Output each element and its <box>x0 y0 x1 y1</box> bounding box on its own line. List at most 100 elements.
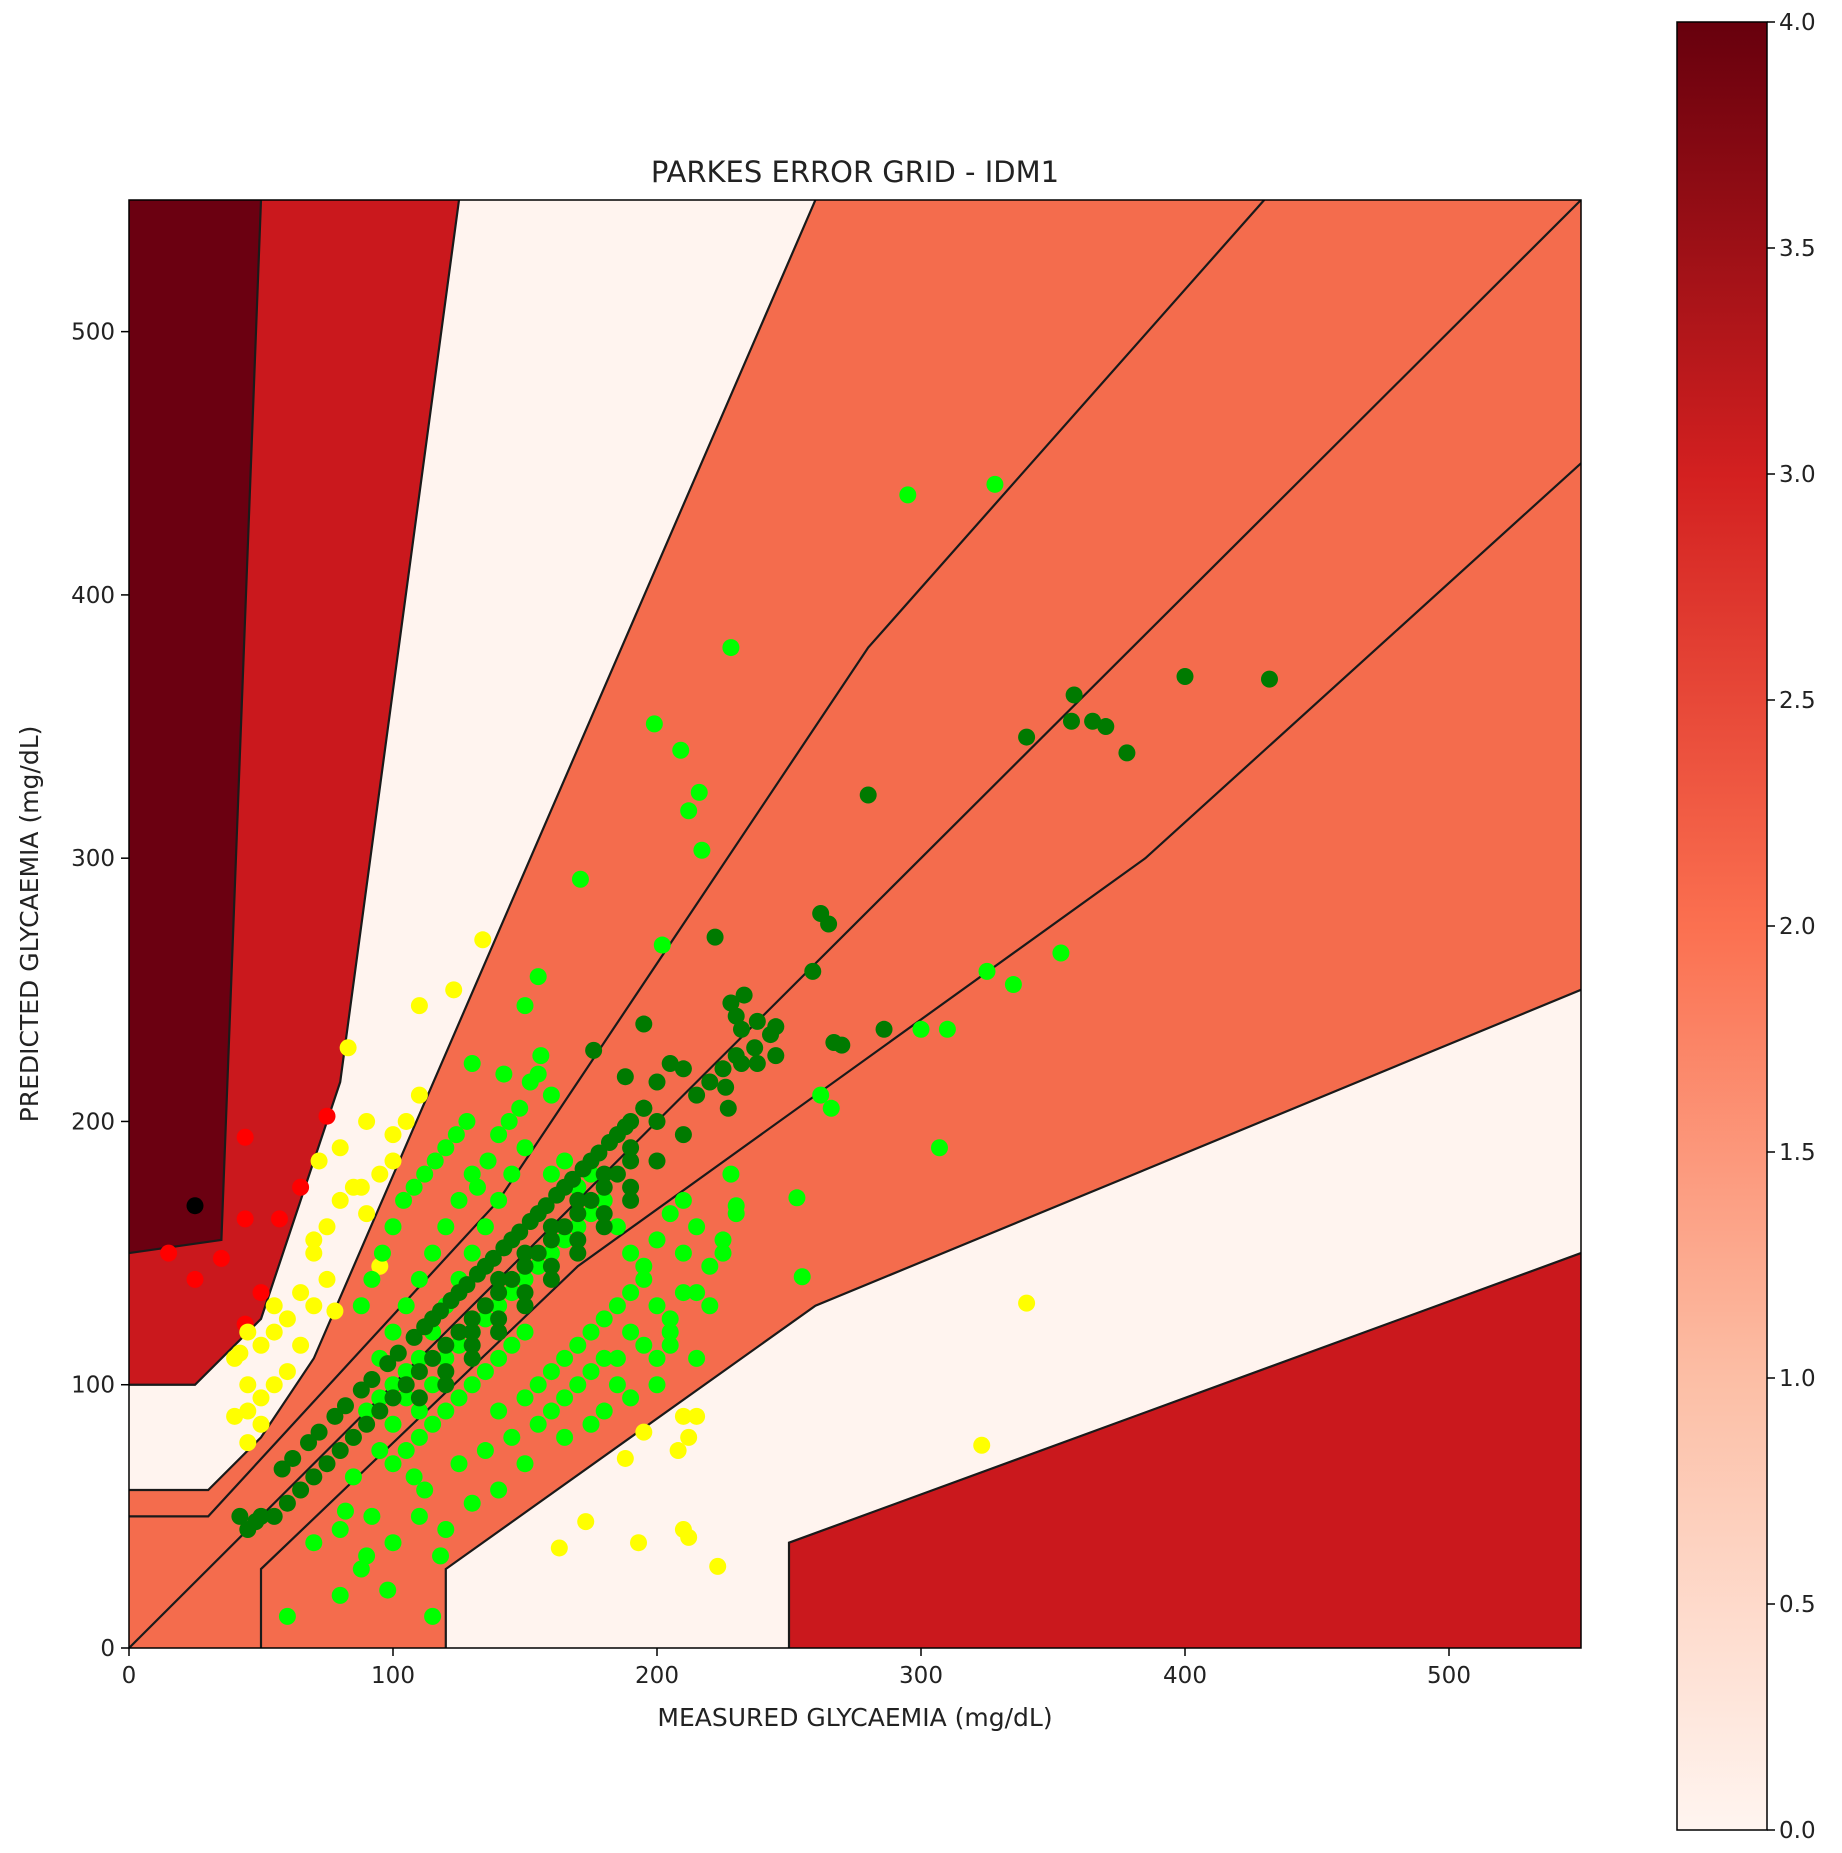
point-series4-124 <box>569 1191 587 1209</box>
point-series2-35 <box>352 1178 370 1196</box>
point-series3-123 <box>661 1336 679 1354</box>
point-series4-108 <box>622 1178 640 1196</box>
point-series2-6 <box>305 1297 323 1315</box>
point-series3-157 <box>416 1481 434 1499</box>
point-series4-14 <box>727 1007 745 1025</box>
point-series3-46 <box>397 1389 415 1407</box>
point-series4-44 <box>424 1349 442 1367</box>
point-series3-137 <box>479 1152 497 1170</box>
point-series3-78 <box>569 1218 587 1236</box>
point-series3-155 <box>305 1534 323 1552</box>
point-series3-153 <box>336 1502 354 1520</box>
point-series4-46 <box>450 1323 468 1341</box>
zone-boundary-line-5 <box>129 200 461 1386</box>
data-points <box>160 475 1278 1625</box>
point-series2-13 <box>252 1389 270 1407</box>
point-series4-11 <box>706 928 724 946</box>
point-series3-29 <box>701 1297 719 1315</box>
point-series4-80 <box>363 1370 381 1388</box>
point-series4-6 <box>1062 712 1080 730</box>
point-series3-6 <box>680 802 698 820</box>
point-series4-43 <box>410 1363 428 1381</box>
point-series3-65 <box>397 1363 415 1381</box>
point-series4-61 <box>358 1415 376 1433</box>
point-series4-53 <box>542 1231 560 1249</box>
point-series2-42 <box>674 1407 692 1425</box>
point-series3-13 <box>495 1065 513 1083</box>
point-series3-21 <box>930 1139 948 1157</box>
point-series3-168 <box>701 1257 719 1275</box>
point-series2-34 <box>474 931 492 949</box>
point-series3-33 <box>595 1402 613 1420</box>
point-series3-31 <box>648 1376 666 1394</box>
point-series3-7 <box>693 841 711 859</box>
point-series1-3 <box>236 1128 254 1146</box>
zone-level-3-5 <box>789 1253 1581 1648</box>
point-series3-83 <box>635 1270 653 1288</box>
point-series3-163 <box>582 1363 600 1381</box>
point-series3-93 <box>410 1428 428 1446</box>
point-series2-18 <box>358 1205 376 1223</box>
point-series4-65 <box>305 1468 323 1486</box>
point-series4-133 <box>569 1244 587 1262</box>
point-series3-149 <box>278 1607 296 1625</box>
point-series4-19 <box>767 1047 785 1065</box>
zone-boundary-line-2 <box>259 462 1581 1648</box>
point-series2-10 <box>226 1407 244 1425</box>
point-series2-38 <box>239 1376 257 1394</box>
point-series4-104 <box>516 1284 534 1302</box>
point-series3-32 <box>622 1323 640 1341</box>
point-series3-170 <box>727 1205 745 1223</box>
point-series2-27 <box>305 1231 323 1249</box>
point-series0-0 <box>186 1197 204 1215</box>
point-series2-3 <box>265 1323 283 1341</box>
point-series1-8 <box>318 1107 336 1125</box>
point-series4-107 <box>595 1205 613 1223</box>
point-series3-95 <box>437 1402 455 1420</box>
point-series4-47 <box>463 1310 481 1328</box>
point-series4-4 <box>1097 718 1115 736</box>
chart-title: PARKES ERROR GRID - IDM1 <box>651 155 1059 189</box>
point-series4-39 <box>748 1055 766 1073</box>
point-series3-90 <box>371 1389 389 1407</box>
point-series3-122 <box>648 1349 666 1367</box>
point-series3-2 <box>722 639 740 657</box>
point-series4-111 <box>424 1310 442 1328</box>
point-series4-41 <box>384 1389 402 1407</box>
point-series3-161 <box>529 1415 547 1433</box>
point-series4-5 <box>1065 686 1083 704</box>
point-series3-54 <box>503 1165 521 1183</box>
point-series3-36 <box>490 1481 508 1499</box>
point-series4-57 <box>595 1178 613 1196</box>
point-series2-21 <box>397 1112 415 1130</box>
zone-boundaries <box>129 200 1581 1648</box>
point-series3-126 <box>363 1270 381 1288</box>
point-series4-20 <box>746 1039 764 1057</box>
point-series2-9 <box>239 1402 257 1420</box>
point-series3-109 <box>622 1284 640 1302</box>
point-series3-148 <box>424 1607 442 1625</box>
point-series3-15 <box>542 1086 560 1104</box>
point-series3-154 <box>352 1560 370 1578</box>
point-series3-88 <box>358 1402 376 1420</box>
point-series4-0 <box>1260 670 1278 688</box>
plot-area <box>129 200 1581 1648</box>
point-series3-139 <box>500 1112 518 1130</box>
colorbar-tick-label-4.0: 4.0 <box>1779 10 1816 36</box>
point-series3-53 <box>490 1191 508 1209</box>
point-series2-33 <box>445 981 463 999</box>
x-tick-label-500: 500 <box>1427 1663 1471 1689</box>
point-series2-30 <box>326 1302 344 1320</box>
point-series3-102 <box>529 1376 547 1394</box>
point-series4-31 <box>875 1020 893 1038</box>
point-series3-118 <box>582 1415 600 1433</box>
point-series3-156 <box>405 1468 423 1486</box>
x-tick-label-300: 300 <box>899 1663 943 1689</box>
point-series4-73 <box>273 1460 291 1478</box>
point-series4-103 <box>490 1310 508 1328</box>
point-series2-47 <box>635 1423 653 1441</box>
point-series3-85 <box>661 1323 679 1341</box>
point-series2-43 <box>688 1407 706 1425</box>
x-tick-label-200: 200 <box>635 1663 679 1689</box>
